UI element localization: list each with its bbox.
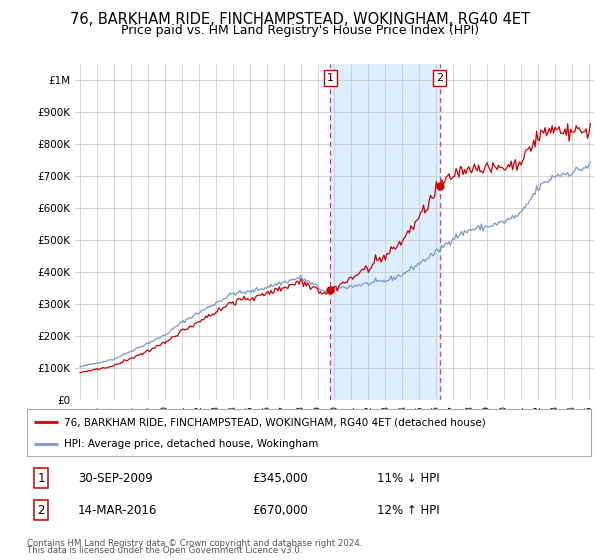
Text: 2: 2 bbox=[436, 73, 443, 83]
Text: 76, BARKHAM RIDE, FINCHAMPSTEAD, WOKINGHAM, RG40 4ET: 76, BARKHAM RIDE, FINCHAMPSTEAD, WOKINGH… bbox=[70, 12, 530, 27]
Text: 30-SEP-2009: 30-SEP-2009 bbox=[78, 472, 152, 484]
Text: 76, BARKHAM RIDE, FINCHAMPSTEAD, WOKINGHAM, RG40 4ET (detached house): 76, BARKHAM RIDE, FINCHAMPSTEAD, WOKINGH… bbox=[64, 417, 485, 427]
Text: 11% ↓ HPI: 11% ↓ HPI bbox=[377, 472, 439, 484]
Bar bbox=[330, 64, 440, 400]
Text: 1: 1 bbox=[37, 472, 45, 484]
Text: £670,000: £670,000 bbox=[253, 503, 308, 516]
Text: 12% ↑ HPI: 12% ↑ HPI bbox=[377, 503, 439, 516]
Text: HPI: Average price, detached house, Wokingham: HPI: Average price, detached house, Woki… bbox=[64, 439, 318, 449]
Text: 1: 1 bbox=[327, 73, 334, 83]
Text: Contains HM Land Registry data © Crown copyright and database right 2024.: Contains HM Land Registry data © Crown c… bbox=[27, 539, 362, 548]
Text: £345,000: £345,000 bbox=[253, 472, 308, 484]
Text: 2: 2 bbox=[37, 503, 45, 516]
Text: This data is licensed under the Open Government Licence v3.0.: This data is licensed under the Open Gov… bbox=[27, 546, 302, 555]
Text: Price paid vs. HM Land Registry's House Price Index (HPI): Price paid vs. HM Land Registry's House … bbox=[121, 24, 479, 36]
Text: 14-MAR-2016: 14-MAR-2016 bbox=[78, 503, 157, 516]
